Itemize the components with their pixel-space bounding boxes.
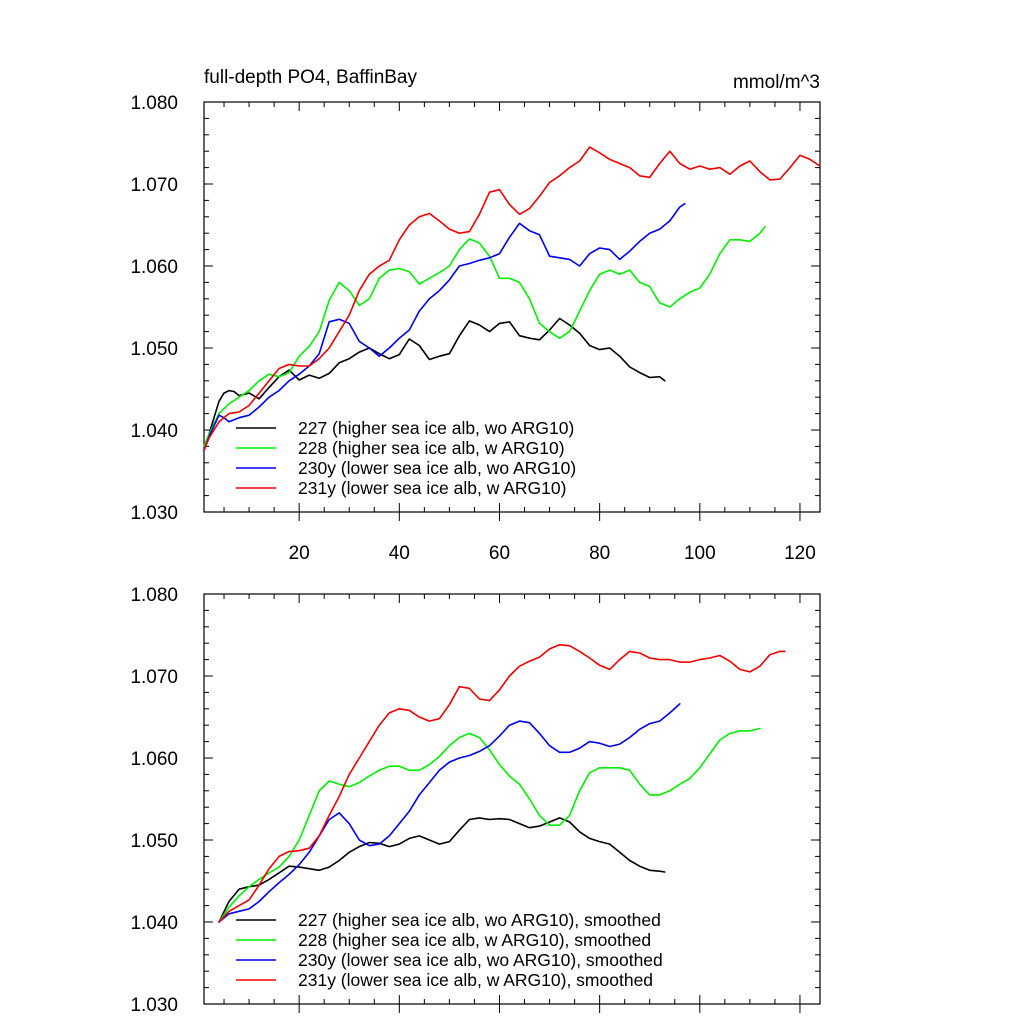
top-plot-panel: 1.030 1.040 1.050 1.060 1.070 1.080 20 40 60 80 10… — [130, 93, 821, 564]
y-tick-label: 1.080 — [130, 93, 178, 114]
x-tick-label: 80 — [589, 543, 610, 564]
legend-label: 230y (lower sea ice alb, wo ARG10), smoo… — [298, 950, 663, 970]
y-tick-label: 1.050 — [130, 339, 178, 360]
series-line — [203, 317, 666, 452]
x-tick-label: 40 — [389, 543, 410, 564]
bottom-plot-panel: 1.030 1.040 1.050 1.060 1.070 1.080 227 (highe… — [130, 585, 821, 1016]
x-tick-label: 20 — [289, 543, 310, 564]
x-tick-label: 100 — [684, 543, 716, 564]
plot-frame — [203, 101, 821, 513]
series-line — [218, 817, 666, 923]
chart-units: mmol/m^3 — [733, 72, 820, 93]
y-tick-label: 1.030 — [130, 995, 178, 1016]
legend-label: 231y (lower sea ice alb, w ARG10) — [298, 478, 566, 498]
legend-label: 228 (higher sea ice alb, w ARG10), smoot… — [298, 930, 651, 950]
y-tick-label: 1.080 — [130, 585, 178, 606]
series-line — [218, 644, 786, 923]
y-tick-label: 1.070 — [130, 175, 178, 196]
y-tick-label: 1.060 — [130, 749, 178, 770]
series-line — [203, 146, 821, 452]
x-tick-label: 60 — [489, 543, 510, 564]
x-tick-label: 120 — [784, 543, 816, 564]
y-tick-label: 1.040 — [130, 421, 178, 442]
y-tick-label: 1.040 — [130, 913, 178, 934]
series-line — [203, 202, 686, 452]
chart-title: full-depth PO4, BaffinBay — [204, 67, 417, 88]
y-tick-label: 1.050 — [130, 831, 178, 852]
legend-label: 230y (lower sea ice alb, wo ARG10) — [298, 458, 576, 478]
series-line — [218, 703, 681, 923]
legend-label: 227 (higher sea ice alb, wo ARG10), smoo… — [298, 910, 661, 930]
y-tick-label: 1.060 — [130, 257, 178, 278]
y-tick-label: 1.030 — [130, 503, 178, 524]
plot-frame — [203, 593, 821, 1005]
y-tick-label: 1.070 — [130, 667, 178, 688]
legend-label: 227 (higher sea ice alb, wo ARG10) — [298, 418, 574, 438]
series-line — [218, 727, 761, 923]
legend-label: 228 (higher sea ice alb, w ARG10) — [298, 438, 565, 458]
legend-label: 231y (lower sea ice alb, w ARG10), smoot… — [298, 970, 653, 990]
